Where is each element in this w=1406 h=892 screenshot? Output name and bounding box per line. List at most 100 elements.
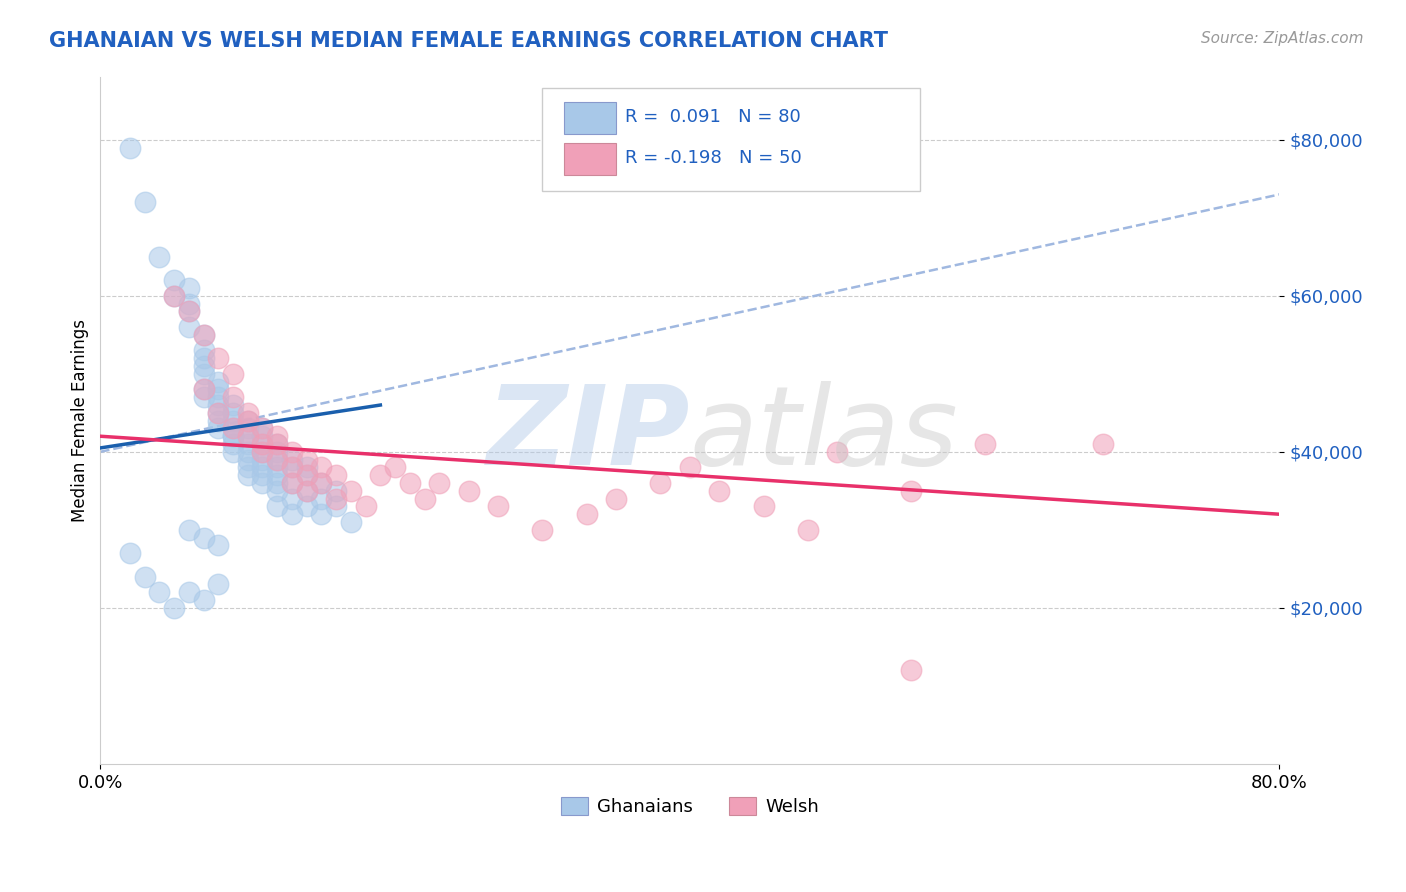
Point <box>266 452 288 467</box>
Point <box>709 483 731 498</box>
Point <box>236 460 259 475</box>
Point <box>413 491 436 506</box>
Point <box>252 468 274 483</box>
Point <box>193 359 215 373</box>
Point <box>900 663 922 677</box>
Point <box>222 429 245 443</box>
Point <box>252 476 274 491</box>
Point <box>134 195 156 210</box>
Point <box>222 421 245 435</box>
Point <box>340 515 363 529</box>
Text: R = -0.198   N = 50: R = -0.198 N = 50 <box>626 150 801 168</box>
Point <box>825 445 848 459</box>
Point <box>311 476 333 491</box>
Point <box>252 460 274 475</box>
Point <box>193 327 215 342</box>
Point <box>252 445 274 459</box>
Point <box>193 390 215 404</box>
Point <box>266 429 288 443</box>
Point <box>177 281 200 295</box>
Point <box>295 468 318 483</box>
Point <box>281 507 304 521</box>
Point <box>177 523 200 537</box>
Point <box>222 429 245 443</box>
Point <box>266 500 288 514</box>
Point <box>325 500 347 514</box>
Point <box>252 437 274 451</box>
Point <box>252 452 274 467</box>
Text: Source: ZipAtlas.com: Source: ZipAtlas.com <box>1201 31 1364 46</box>
Point <box>973 437 995 451</box>
Point <box>207 414 229 428</box>
Point <box>650 476 672 491</box>
Point <box>177 304 200 318</box>
Point <box>311 491 333 506</box>
Point <box>134 569 156 583</box>
Point <box>252 429 274 443</box>
Point <box>311 476 333 491</box>
Point <box>207 390 229 404</box>
Point <box>266 445 288 459</box>
Point <box>281 476 304 491</box>
Point <box>266 460 288 475</box>
Point <box>384 460 406 475</box>
Point <box>236 445 259 459</box>
Point <box>222 390 245 404</box>
Text: atlas: atlas <box>690 381 959 488</box>
Point <box>193 343 215 358</box>
Point <box>266 437 288 451</box>
Point <box>236 414 259 428</box>
Point <box>252 421 274 435</box>
Point <box>266 483 288 498</box>
Point <box>281 460 304 475</box>
Point <box>222 445 245 459</box>
Point <box>163 289 186 303</box>
Point <box>207 351 229 366</box>
Point <box>163 600 186 615</box>
Point <box>295 468 318 483</box>
Point <box>457 483 479 498</box>
Point <box>370 468 392 483</box>
Point <box>207 577 229 591</box>
Point <box>295 500 318 514</box>
Point <box>177 296 200 310</box>
Point <box>118 546 141 560</box>
Point <box>236 414 259 428</box>
Point <box>236 468 259 483</box>
Point <box>236 452 259 467</box>
Point <box>266 437 288 451</box>
Point <box>207 383 229 397</box>
Point <box>295 483 318 498</box>
Point <box>193 383 215 397</box>
Point <box>222 437 245 451</box>
Legend: Ghanaians, Welsh: Ghanaians, Welsh <box>554 789 827 823</box>
Point <box>531 523 554 537</box>
Point <box>207 421 229 435</box>
Point <box>427 476 450 491</box>
Point <box>177 320 200 334</box>
FancyBboxPatch shape <box>564 144 616 175</box>
Point <box>193 531 215 545</box>
Point <box>900 483 922 498</box>
Point <box>605 491 627 506</box>
Point <box>177 304 200 318</box>
Point <box>236 429 259 443</box>
Point <box>177 585 200 599</box>
Point <box>207 406 229 420</box>
Point <box>193 593 215 607</box>
Point <box>193 383 215 397</box>
Point <box>193 327 215 342</box>
Point <box>797 523 820 537</box>
FancyBboxPatch shape <box>564 103 616 134</box>
Point <box>281 476 304 491</box>
Point <box>222 421 245 435</box>
Point <box>252 437 274 451</box>
Point <box>207 406 229 420</box>
FancyBboxPatch shape <box>543 87 920 191</box>
Point <box>207 538 229 552</box>
Point <box>325 491 347 506</box>
Point <box>679 460 702 475</box>
Point <box>148 585 170 599</box>
Point <box>193 367 215 381</box>
Point <box>325 483 347 498</box>
